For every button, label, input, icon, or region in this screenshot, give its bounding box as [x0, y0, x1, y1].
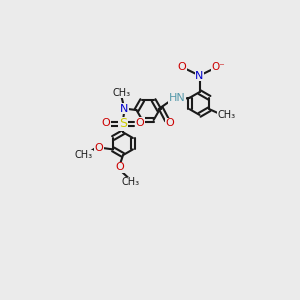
Text: O: O: [94, 143, 103, 153]
Text: N: N: [195, 70, 204, 81]
Text: S: S: [119, 117, 127, 130]
Text: O: O: [166, 118, 175, 128]
Text: HN: HN: [169, 93, 185, 103]
Text: O: O: [136, 118, 144, 128]
Text: CH₃: CH₃: [112, 88, 130, 98]
Text: CH₃: CH₃: [218, 110, 236, 120]
Text: O: O: [101, 118, 110, 128]
Text: CH₃: CH₃: [122, 177, 140, 187]
Text: N: N: [120, 104, 129, 114]
Text: O: O: [177, 62, 186, 73]
Text: O⁻: O⁻: [212, 62, 225, 73]
Text: CH₃: CH₃: [74, 150, 92, 161]
Text: O: O: [116, 162, 124, 172]
